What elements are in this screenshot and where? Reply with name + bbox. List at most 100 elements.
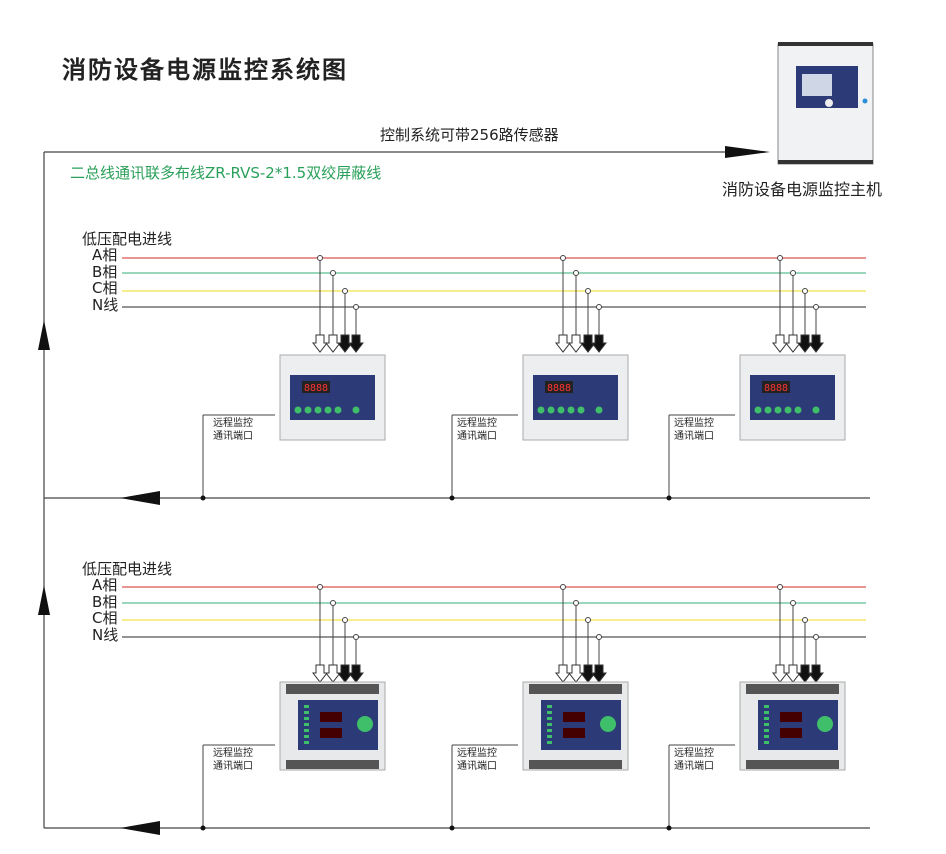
remote-port-label: 通讯端口 [213,431,253,442]
tap-node [790,600,796,606]
sensor-led [304,705,309,708]
sensor-key [557,406,565,414]
current-arrow-icon [554,334,572,353]
remote-port-label: 通讯端口 [457,431,497,442]
tap-node [342,617,348,623]
tap-node [560,255,566,261]
voltage-arrow-icon [347,664,365,683]
page-title: 消防设备电源监控系统图 [62,55,348,84]
phase-label: C相 [92,609,118,627]
tap-node [330,270,336,276]
remote-port-label: 通讯端口 [674,761,714,772]
arrow-up-icon [38,585,50,615]
host-button [825,99,833,107]
sensor-display-digits: 8888 [764,383,788,394]
sensor-led [304,723,309,726]
phase-label: N线 [92,295,119,314]
voltage-arrow-icon [347,334,365,353]
current-arrow-icon [324,664,342,683]
tap-node [777,255,783,261]
bus-junction [449,495,455,501]
current-arrow-icon [324,334,342,353]
bus-cable-label: 二总线通讯联多布线ZR-RVS-2*1.5双绞屏蔽线 [70,164,382,182]
sensor-key [812,406,820,414]
sensor-led [764,729,769,732]
current-arrow-icon [554,664,572,683]
sensor-led [764,723,769,726]
tap-node [777,584,783,590]
tap-node [573,270,579,276]
voltage-arrow-icon [796,664,814,683]
sensor-led [547,723,552,726]
voltage-display [320,712,342,722]
current-display [780,728,802,738]
sensor-led [547,735,552,738]
sensor-led [547,729,552,732]
capacity-label: 控制系统可带256路传感器 [380,126,559,144]
sensor-led [304,735,309,738]
current-display [320,728,342,738]
voltage-arrow-icon [590,664,608,683]
sensor-key [595,406,603,414]
sensor-led [764,705,769,708]
current-arrow-icon [784,334,802,353]
sensor-key [334,406,342,414]
sensor-key [754,406,762,414]
remote-port-label: 通讯端口 [213,761,253,772]
current-display [563,728,585,738]
remote-port-label: 远程监控 [213,418,253,429]
tap-node [596,304,602,310]
voltage-arrow-icon [336,664,354,683]
remote-port-label: 通讯端口 [674,431,714,442]
sensor-led [547,705,552,708]
current-arrow-icon [567,664,585,683]
nav-keypad [357,716,373,732]
sensor-display [762,381,790,393]
tap-node [353,304,359,310]
voltage-arrow-icon [336,334,354,353]
voltage-display [563,712,585,722]
sensor-led [764,735,769,738]
sensor-display-digits: 8888 [547,383,571,394]
phase-label: B相 [92,592,118,611]
tap-node [813,634,819,640]
host-top-trim [778,42,873,46]
sensor-led [764,711,769,714]
voltage-arrow-icon [579,664,597,683]
voltage-arrow-icon [579,334,597,353]
tap-node [342,288,348,294]
phase-label: C相 [92,279,118,297]
current-arrow-icon [567,334,585,353]
sensor-led [764,741,769,744]
tap-node [790,270,796,276]
voltage-arrow-icon [796,334,814,353]
remote-port-label: 通讯端口 [457,761,497,772]
group-heading: 低压配电进线 [82,230,173,248]
terminal-block [746,760,839,769]
host-caption: 消防设备电源监控主机 [722,180,883,199]
sensor-led [304,717,309,720]
sensor-key [324,406,332,414]
sensor-led [764,717,769,720]
phase-label: A相 [92,246,118,264]
nav-keypad [600,716,616,732]
bus-junction [200,825,206,831]
tap-node [330,600,336,606]
voltage-arrow-icon [590,334,608,353]
arrow-up-icon [38,320,50,350]
bus-junction [449,825,455,831]
remote-port-label: 远程监控 [457,748,497,759]
sensor-display [302,381,330,393]
sensor-led [304,741,309,744]
tap-node [573,600,579,606]
sensor-key [774,406,782,414]
arrow-left-icon [120,821,160,835]
bus-junction [200,495,206,501]
phase-label: N线 [92,625,119,644]
sensor-led [547,711,552,714]
terminal-block [746,684,839,694]
tap-node [317,255,323,261]
current-arrow-icon [311,334,329,353]
nav-keypad [817,716,833,732]
host-bottom-trim [778,160,873,164]
